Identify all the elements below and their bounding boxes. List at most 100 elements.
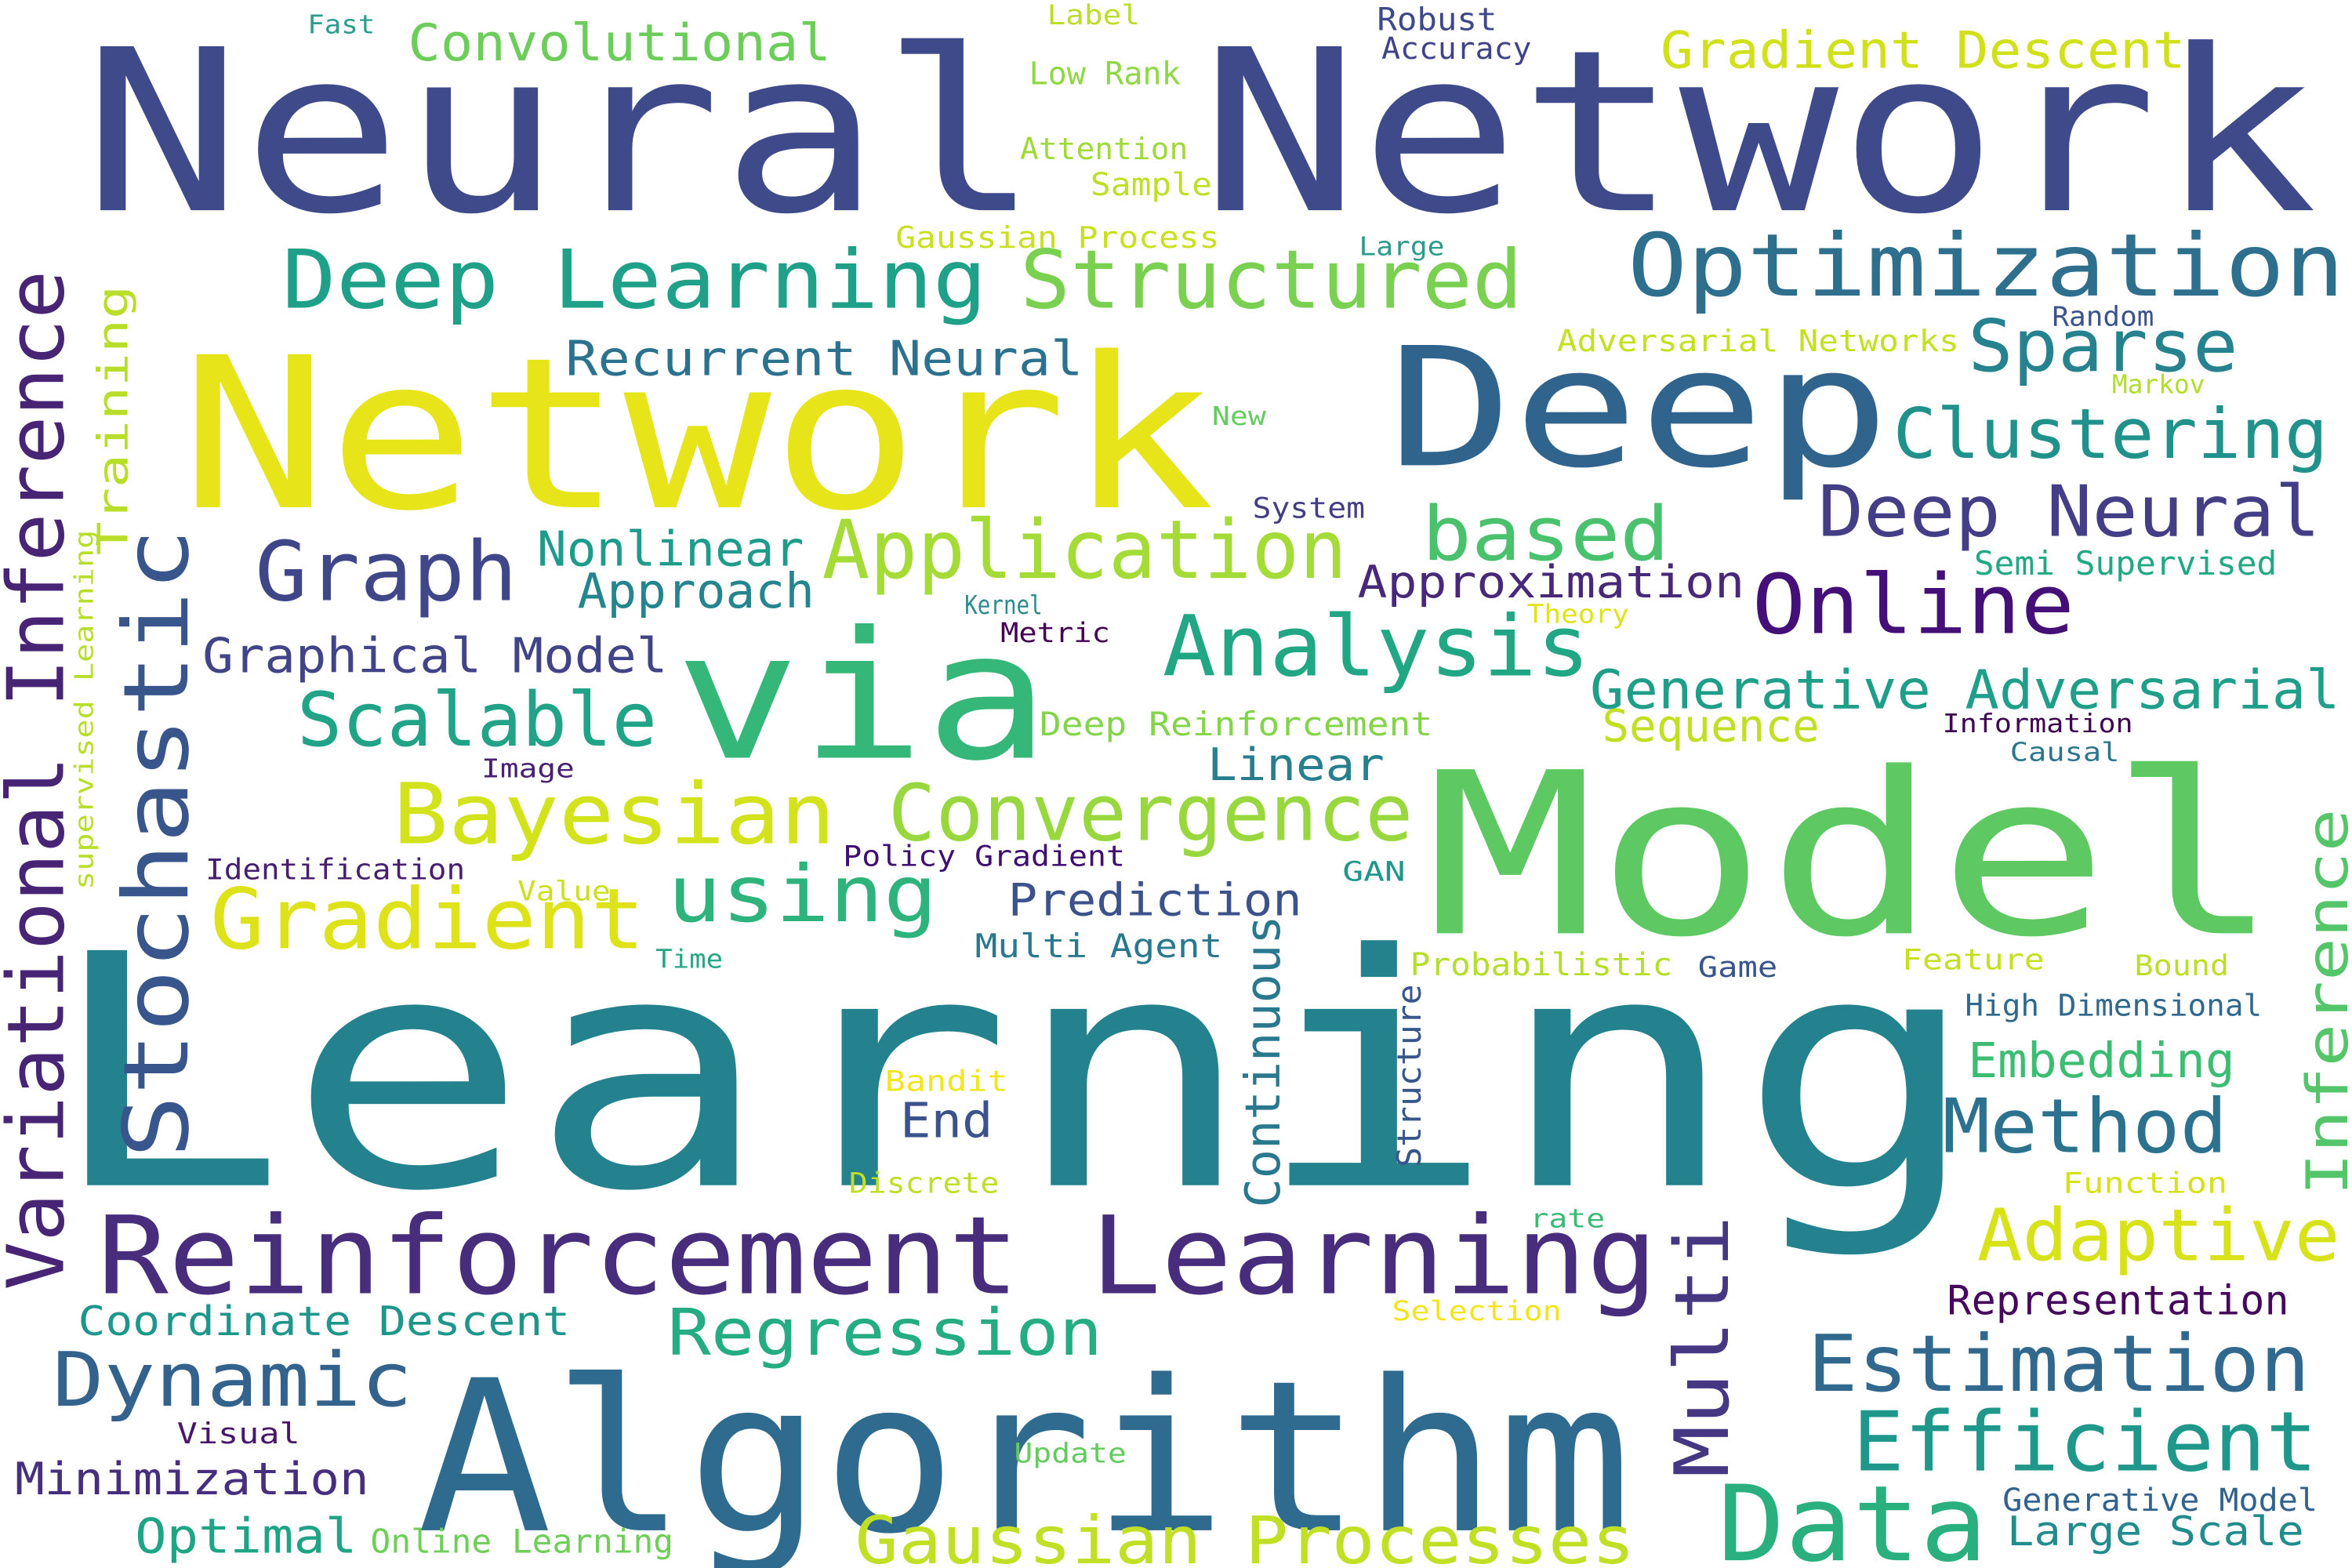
word-approach: Approach — [578, 564, 815, 619]
word-causal: Causal — [2010, 737, 2120, 767]
word-prediction: Prediction — [1008, 873, 1302, 926]
word-graph: Graph — [255, 524, 517, 620]
word-coordinate-descent: Coordinate Descent — [78, 1298, 570, 1345]
word-accuracy: Accuracy — [1381, 31, 1531, 67]
word-sample: Sample — [1091, 167, 1212, 203]
word-end: End — [900, 1094, 993, 1149]
word-embedding: Embedding — [1968, 1033, 2235, 1089]
word-deep-neural: Deep Neural — [1818, 471, 2321, 553]
word-deep: Deep — [1388, 312, 1890, 504]
word-large: Large — [1359, 232, 1444, 262]
word-adversarial-networks: Adversarial Networks — [1557, 324, 1959, 359]
word-online-learning: Online Learning — [371, 1523, 673, 1561]
word-clustering: Clustering — [1893, 394, 2328, 474]
word-game: Game — [1698, 950, 1777, 984]
word-convergence: Convergence — [888, 769, 1414, 859]
word-value: Value — [517, 876, 611, 907]
word-structure: Structure — [1390, 984, 1428, 1167]
word-low-rank: Low Rank — [1029, 56, 1180, 92]
word-semi-supervised: Semi Supervised — [1974, 544, 2277, 583]
word-metric: Metric — [1000, 618, 1110, 649]
word-training: Training — [89, 285, 138, 555]
word-based: based — [1422, 490, 1670, 578]
word-image: Image — [481, 753, 575, 783]
word-random: Random — [2052, 301, 2154, 332]
word-via: via — [675, 594, 1050, 800]
word-update: Update — [1014, 1439, 1126, 1470]
word-neural-network: Neural Network — [82, 2, 2318, 263]
word-reinforcement-learning: Reinforcement Learning — [97, 1194, 1657, 1319]
word-gaussian-processes: Gaussian Processes — [855, 1502, 1635, 1568]
word-bayesian: Bayesian — [393, 767, 835, 864]
word-algorithm: Algorithm — [417, 1336, 1632, 1568]
word-dynamic: Dynamic — [53, 1336, 412, 1424]
word-network: Network — [180, 313, 1215, 557]
word-probabilistic: Probabilistic — [1410, 947, 1672, 983]
word-feature: Feature — [1902, 942, 2045, 976]
word-data: Data — [1718, 1463, 1987, 1568]
word-optimization: Optimization — [1628, 216, 2345, 317]
word-recurrent-neural: Recurrent Neural — [565, 332, 1083, 387]
word-deep-learning: Deep Learning — [282, 234, 987, 328]
word-bound: Bound — [2135, 949, 2230, 982]
word-regression: Regression — [667, 1296, 1102, 1370]
word-selection: Selection — [1392, 1296, 1562, 1327]
word-gan: GAN — [1342, 856, 1405, 887]
word-efficient: Efficient — [1853, 1393, 2318, 1490]
word-theory: Theory — [1527, 599, 1629, 629]
word-policy-gradient: Policy Gradient — [843, 839, 1125, 873]
word-multi-agent: Multi Agent — [975, 927, 1223, 965]
word-sparse: Sparse — [1968, 304, 2238, 388]
word-model: Model — [1425, 724, 2281, 986]
word-using: using — [667, 850, 937, 940]
word-system: System — [1253, 491, 1365, 524]
word-representation: Representation — [1947, 1277, 2288, 1324]
word-kernel: Kernel — [964, 590, 1042, 620]
word-sequence: Sequence — [1602, 699, 1819, 752]
word-convolutional: Convolutional — [408, 14, 831, 73]
word-high-dimensional: High Dimensional — [1965, 989, 2262, 1024]
word-gradient: Gradient — [210, 872, 645, 969]
word-attention: Attention — [1020, 132, 1188, 167]
word-generative-adversarial: Generative Adversarial — [1590, 659, 2340, 721]
word-approximation: Approximation — [1358, 556, 1745, 608]
word-structured: Structured — [1020, 234, 1523, 328]
word-generative-model: Generative Model — [2002, 1483, 2318, 1519]
word-supervised-learning: supervised Learning — [70, 530, 100, 890]
word-gaussian-process: Gaussian Process — [895, 220, 1219, 256]
word-learning: Learning — [45, 887, 1980, 1262]
word-function: Function — [2063, 1166, 2227, 1200]
word-scalable: Scalable — [297, 676, 657, 764]
word-stochastic: Stochastic — [104, 528, 209, 1159]
word-time: Time — [655, 944, 723, 974]
word-deep-reinforcement: Deep Reinforcement — [1040, 705, 1432, 743]
word-adaptive: Adaptive — [1977, 1193, 2340, 1277]
word-identification: Identification — [205, 852, 465, 886]
word-robust: Robust — [1377, 2, 1497, 38]
word-nonlinear: Nonlinear — [537, 522, 804, 578]
word-continuous: Continuous — [1236, 915, 1291, 1207]
word-gradient-descent: Gradient Descent — [1661, 21, 2186, 80]
word-variational-inference: Variational Inference — [0, 270, 82, 1290]
word-large-scale: Large Scale — [2007, 1508, 2304, 1555]
word-optimal: Optimal — [135, 1509, 357, 1565]
word-estimation: Estimation — [1807, 1319, 2310, 1410]
word-method: Method — [1943, 1083, 2228, 1171]
word-new: New — [1212, 401, 1266, 431]
word-linear: Linear — [1207, 739, 1385, 791]
word-rate: rate — [1530, 1203, 1606, 1233]
word-minimization: Minimization — [15, 1453, 369, 1505]
word-analysis: Analysis — [1163, 598, 1590, 695]
word-information: Information — [1943, 709, 2133, 739]
word-discrete: Discrete — [849, 1166, 999, 1200]
word-online: Online — [1752, 557, 2074, 653]
word-label: Label — [1047, 0, 1140, 31]
word-bandit: Bandit — [885, 1064, 1008, 1098]
word-multi: Multi — [1658, 1215, 1746, 1478]
word-inference: Inference — [2296, 809, 2352, 1196]
word-visual: Visual — [177, 1417, 300, 1450]
word-application: Application — [822, 503, 1347, 597]
word-fast: Fast — [307, 9, 375, 39]
word-graphical-model: Graphical Model — [202, 628, 667, 684]
